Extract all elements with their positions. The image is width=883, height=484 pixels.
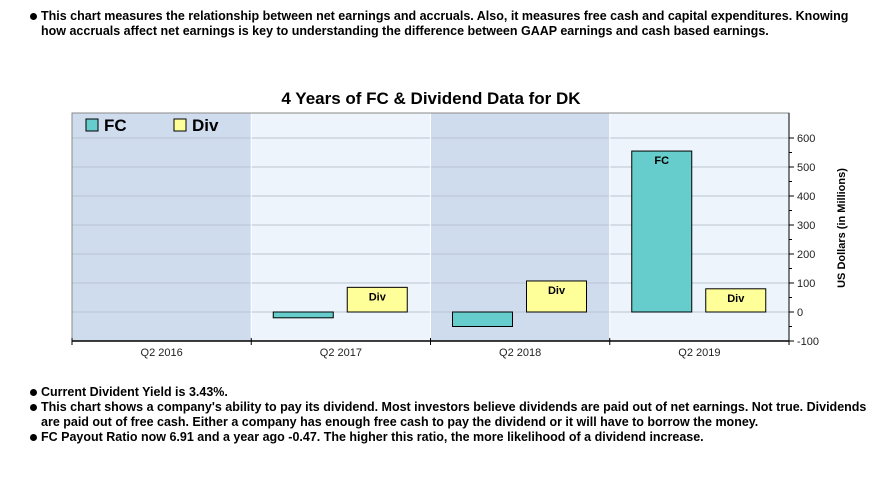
fc-dividend-chart: 4 Years of FC & Dividend Data for DK Div… [71,89,848,359]
footer-bullet-ratio: FC Payout Ratio now 6.91 and a year ago … [30,430,870,445]
y-tick-label: 400 [797,191,815,203]
footer-bullet-yield: Current Divident Yield is 3.43%. [30,385,870,400]
y-tick-label: 500 [797,162,815,174]
y-tick-label: 200 [797,249,815,261]
bar-div [526,280,587,313]
x-tick-label: Q2 2019 [678,347,720,359]
footer-bullet-ability: This chart shows a company's ability to … [30,400,870,430]
bar-fc [631,150,693,313]
legend-label-div: Div [192,116,219,135]
bar-label-fc: FC [654,155,669,167]
x-tick-label: Q2 2018 [499,347,541,359]
bar-fc [272,311,334,319]
y-tick-label: 0 [797,307,803,319]
y-tick-label: 300 [797,220,815,232]
x-tick-label: Q2 2017 [320,347,362,359]
y-tick-label: -100 [797,336,819,348]
bar-label-div: Div [369,291,387,303]
chart-title: 4 Years of FC & Dividend Data for DK [281,89,581,108]
intro-bullet: This chart measures the relationship bet… [30,9,870,39]
legend-swatch-div [173,118,187,132]
bar-label-div: Div [548,285,566,297]
y-axis-label: US Dollars (in Millions) [836,168,848,288]
x-tick-label: Q2 2016 [141,347,183,359]
bar-fc [452,311,513,327]
y-tick-label: 600 [797,133,815,145]
chart-legend: FC Div [85,116,219,135]
bar-div [705,288,767,313]
legend-swatch-fc [85,118,99,132]
legend-label-fc: FC [104,116,127,135]
category-band [72,113,252,341]
bar-label-div: Div [727,293,745,305]
intro-notes: This chart measures the relationship bet… [30,9,870,39]
bar-div [346,286,408,313]
y-tick-label: 100 [797,278,815,290]
footer-notes: Current Divident Yield is 3.43%. This ch… [30,385,870,445]
